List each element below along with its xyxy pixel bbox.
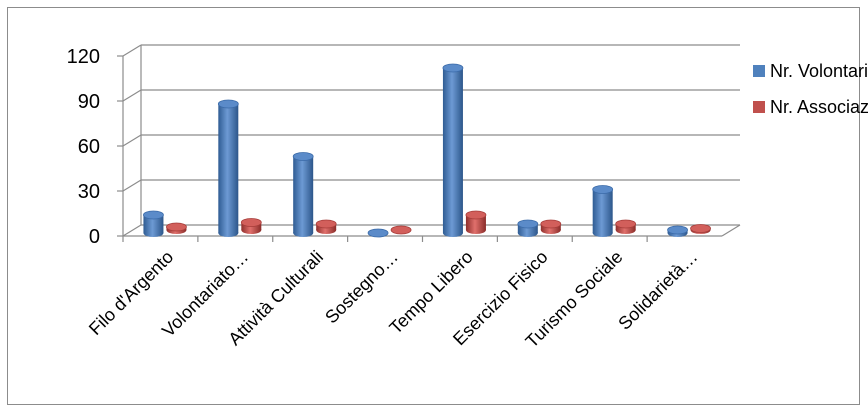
y-tick-label: 90 (78, 91, 100, 113)
category-label: Solidarietà… (614, 247, 701, 334)
bar (166, 222, 187, 234)
bar (540, 219, 562, 234)
bar (690, 224, 711, 234)
bar (390, 225, 412, 235)
gridline-depth (122, 89, 142, 102)
y-tick-label: 0 (89, 226, 100, 248)
gridline-depth (122, 44, 142, 57)
y-tick-label: 60 (78, 136, 100, 158)
category-label: Sostegno… (321, 247, 402, 328)
bar (367, 228, 389, 238)
bar (592, 185, 614, 237)
bar (217, 99, 239, 237)
bars-layer (143, 63, 711, 238)
bar (465, 210, 487, 234)
legend-label: Nr. Volontari (770, 61, 868, 81)
legend: Nr. Volontari Nr. Associaz. (753, 61, 868, 117)
bar (442, 63, 464, 237)
bar (667, 225, 688, 237)
bar (615, 219, 637, 234)
legend-swatch (753, 101, 765, 113)
bar (143, 210, 164, 237)
bar (315, 219, 337, 234)
gridline-depth (122, 224, 142, 237)
gridline-depth (122, 134, 142, 147)
chart-frame (7, 7, 860, 405)
floor-edge (721, 224, 741, 237)
gridline-depth (122, 179, 142, 192)
bar (240, 218, 262, 234)
grid-layer (117, 44, 741, 242)
bar (517, 219, 539, 237)
bar (292, 152, 314, 237)
y-tick-label: 30 (78, 181, 100, 203)
y-tick-label: 120 (67, 46, 100, 68)
legend-swatch (753, 65, 765, 77)
legend-label: Nr. Associaz. (770, 97, 868, 117)
